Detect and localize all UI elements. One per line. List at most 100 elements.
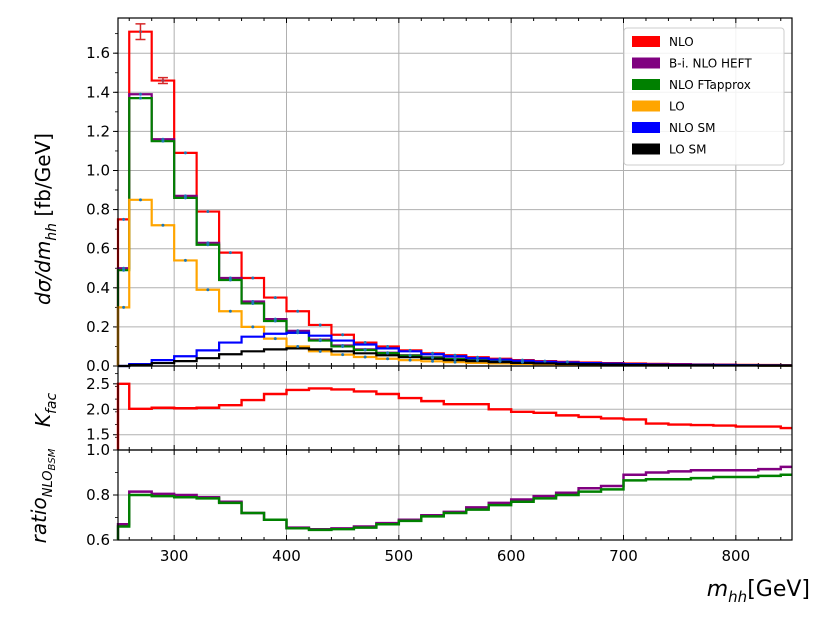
bin-marker [408,354,412,358]
bin-marker [228,309,232,313]
legend: NLO B-i. NLO HEFT NLO FTapprox LO NLO SM LO S… [623,27,785,166]
kfactor-y-tick-label: 2.0 [86,400,110,418]
bin-marker [206,243,210,247]
legend-entry: LO [669,100,685,114]
x-axis-label: mhh[GeV] [707,577,810,606]
bin-marker [138,92,142,96]
bin-marker [122,305,126,309]
bin-marker [138,96,142,100]
x-tick-label: 700 [609,547,638,565]
bin-marker [228,251,232,255]
legend-swatch [632,100,660,112]
bin-marker [386,344,390,348]
main-y-tick-label: 0.4 [86,279,110,297]
bin-marker [122,217,126,221]
bin-marker [431,359,435,363]
main-y-tick-label: 1.4 [86,83,110,101]
ratio-y-tick-label: 1.0 [86,441,110,459]
x-tick-label: 500 [385,547,414,565]
legend-entry: NLO FTapprox [669,78,751,92]
bin-marker [273,296,277,300]
bin-marker [318,323,322,327]
bin-marker [475,358,479,362]
bin-marker [273,337,277,341]
main-y-tick-label: 1.0 [86,161,110,179]
bin-marker [138,198,142,202]
kfactor-y-tick-label: 2.5 [86,375,110,393]
ratio-y-axis-label: ratioNLOBSM [27,448,58,543]
kfactor-y-tick-label: 1.5 [86,426,110,444]
bin-marker [565,360,569,364]
ratio-y-tick-label: 0.6 [86,531,110,549]
bin-marker [183,151,187,155]
bin-marker [183,196,187,200]
bin-marker [296,309,300,313]
legend-swatch [632,143,660,155]
bin-marker [251,301,255,305]
main-y-tick-label: 0.0 [86,357,110,375]
legend-entry: NLO SM [669,121,715,135]
kfactor-y-axis-label: Kfac [31,393,60,428]
bin-marker [251,276,255,280]
x-tick-label: 400 [272,547,301,565]
bin-marker [251,325,255,329]
bin-marker [408,358,412,362]
x-tick-label: 600 [497,547,526,565]
legend-entry: B-i. NLO HEFT [669,57,752,71]
bin-marker [363,341,367,345]
bin-marker [453,353,457,357]
legend-swatch [632,36,660,47]
bin-marker [386,357,390,361]
bin-marker [453,357,457,361]
legend-swatch [632,79,660,90]
bin-marker [363,348,367,352]
bin-marker [206,210,210,214]
bin-marker [453,360,457,364]
legend-swatch [632,57,660,69]
bin-marker [341,353,345,357]
bin-marker [161,139,165,143]
bin-marker [363,355,367,359]
bin-marker [341,333,345,337]
legend-entry: NLO [669,35,694,49]
main-y-axis-label: dσ/dmhh [fb/GeV] [31,133,60,305]
x-tick-label: 300 [160,547,189,565]
main-panel: 0.0 0.2 0.4 0.6 0.8 1.0 1.2 1.4 1.6 [86,17,793,375]
bin-marker [161,223,165,227]
bin-marker [122,268,126,272]
ratio-frame [117,449,793,541]
bin-marker [431,356,435,360]
bin-marker [543,359,547,363]
x-tick-label: 800 [722,547,751,565]
bin-marker [296,344,300,348]
legend-box [623,27,785,166]
ratio-panel: 0.6 0.8 1.0 300 400 500 600 700 800 [86,441,793,565]
bin-marker [431,351,435,355]
ratio-y-tick-label: 0.8 [86,486,110,504]
bin-marker [341,344,345,348]
bin-marker [498,359,502,363]
bin-marker [386,351,390,355]
main-y-tick-label: 1.2 [86,122,110,140]
main-y-tick-label: 1.6 [86,44,110,62]
bin-marker [183,258,187,262]
kfactor-panel: 1.5 2.0 2.5 [86,365,793,451]
bin-marker [318,349,322,353]
kfactor-series-0 [116,382,792,450]
bin-marker [520,360,524,364]
bin-marker [475,355,479,359]
bin-marker [228,278,232,282]
bin-marker [318,339,322,343]
main-series-lo-sm [118,347,792,368]
bin-marker [273,319,277,323]
legend-swatch [632,122,660,133]
bin-marker [206,288,210,292]
bin-marker [498,357,502,361]
bin-marker [296,331,300,335]
main-y-tick-label: 0.2 [86,318,110,336]
ratio-series-1 [116,473,792,540]
bin-marker [408,348,412,352]
legend-entry: LO SM [669,143,707,157]
main-y-tick-label: 0.6 [86,240,110,258]
